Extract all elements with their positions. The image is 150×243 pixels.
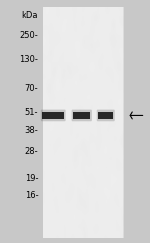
Text: 250-: 250- xyxy=(20,31,38,40)
Bar xyxy=(73,112,90,119)
Bar xyxy=(43,7,123,238)
Text: kDa: kDa xyxy=(22,11,38,20)
Bar xyxy=(42,112,64,119)
FancyBboxPatch shape xyxy=(72,110,92,121)
Text: 70-: 70- xyxy=(25,84,38,93)
Text: 28-: 28- xyxy=(25,147,38,156)
Text: 19-: 19- xyxy=(25,174,38,183)
FancyBboxPatch shape xyxy=(41,110,66,121)
FancyBboxPatch shape xyxy=(97,110,115,121)
Text: 130-: 130- xyxy=(19,55,38,64)
Text: 38-: 38- xyxy=(24,125,38,135)
Bar xyxy=(98,112,113,119)
Text: 16-: 16- xyxy=(25,191,38,200)
Text: 51-: 51- xyxy=(25,108,38,118)
